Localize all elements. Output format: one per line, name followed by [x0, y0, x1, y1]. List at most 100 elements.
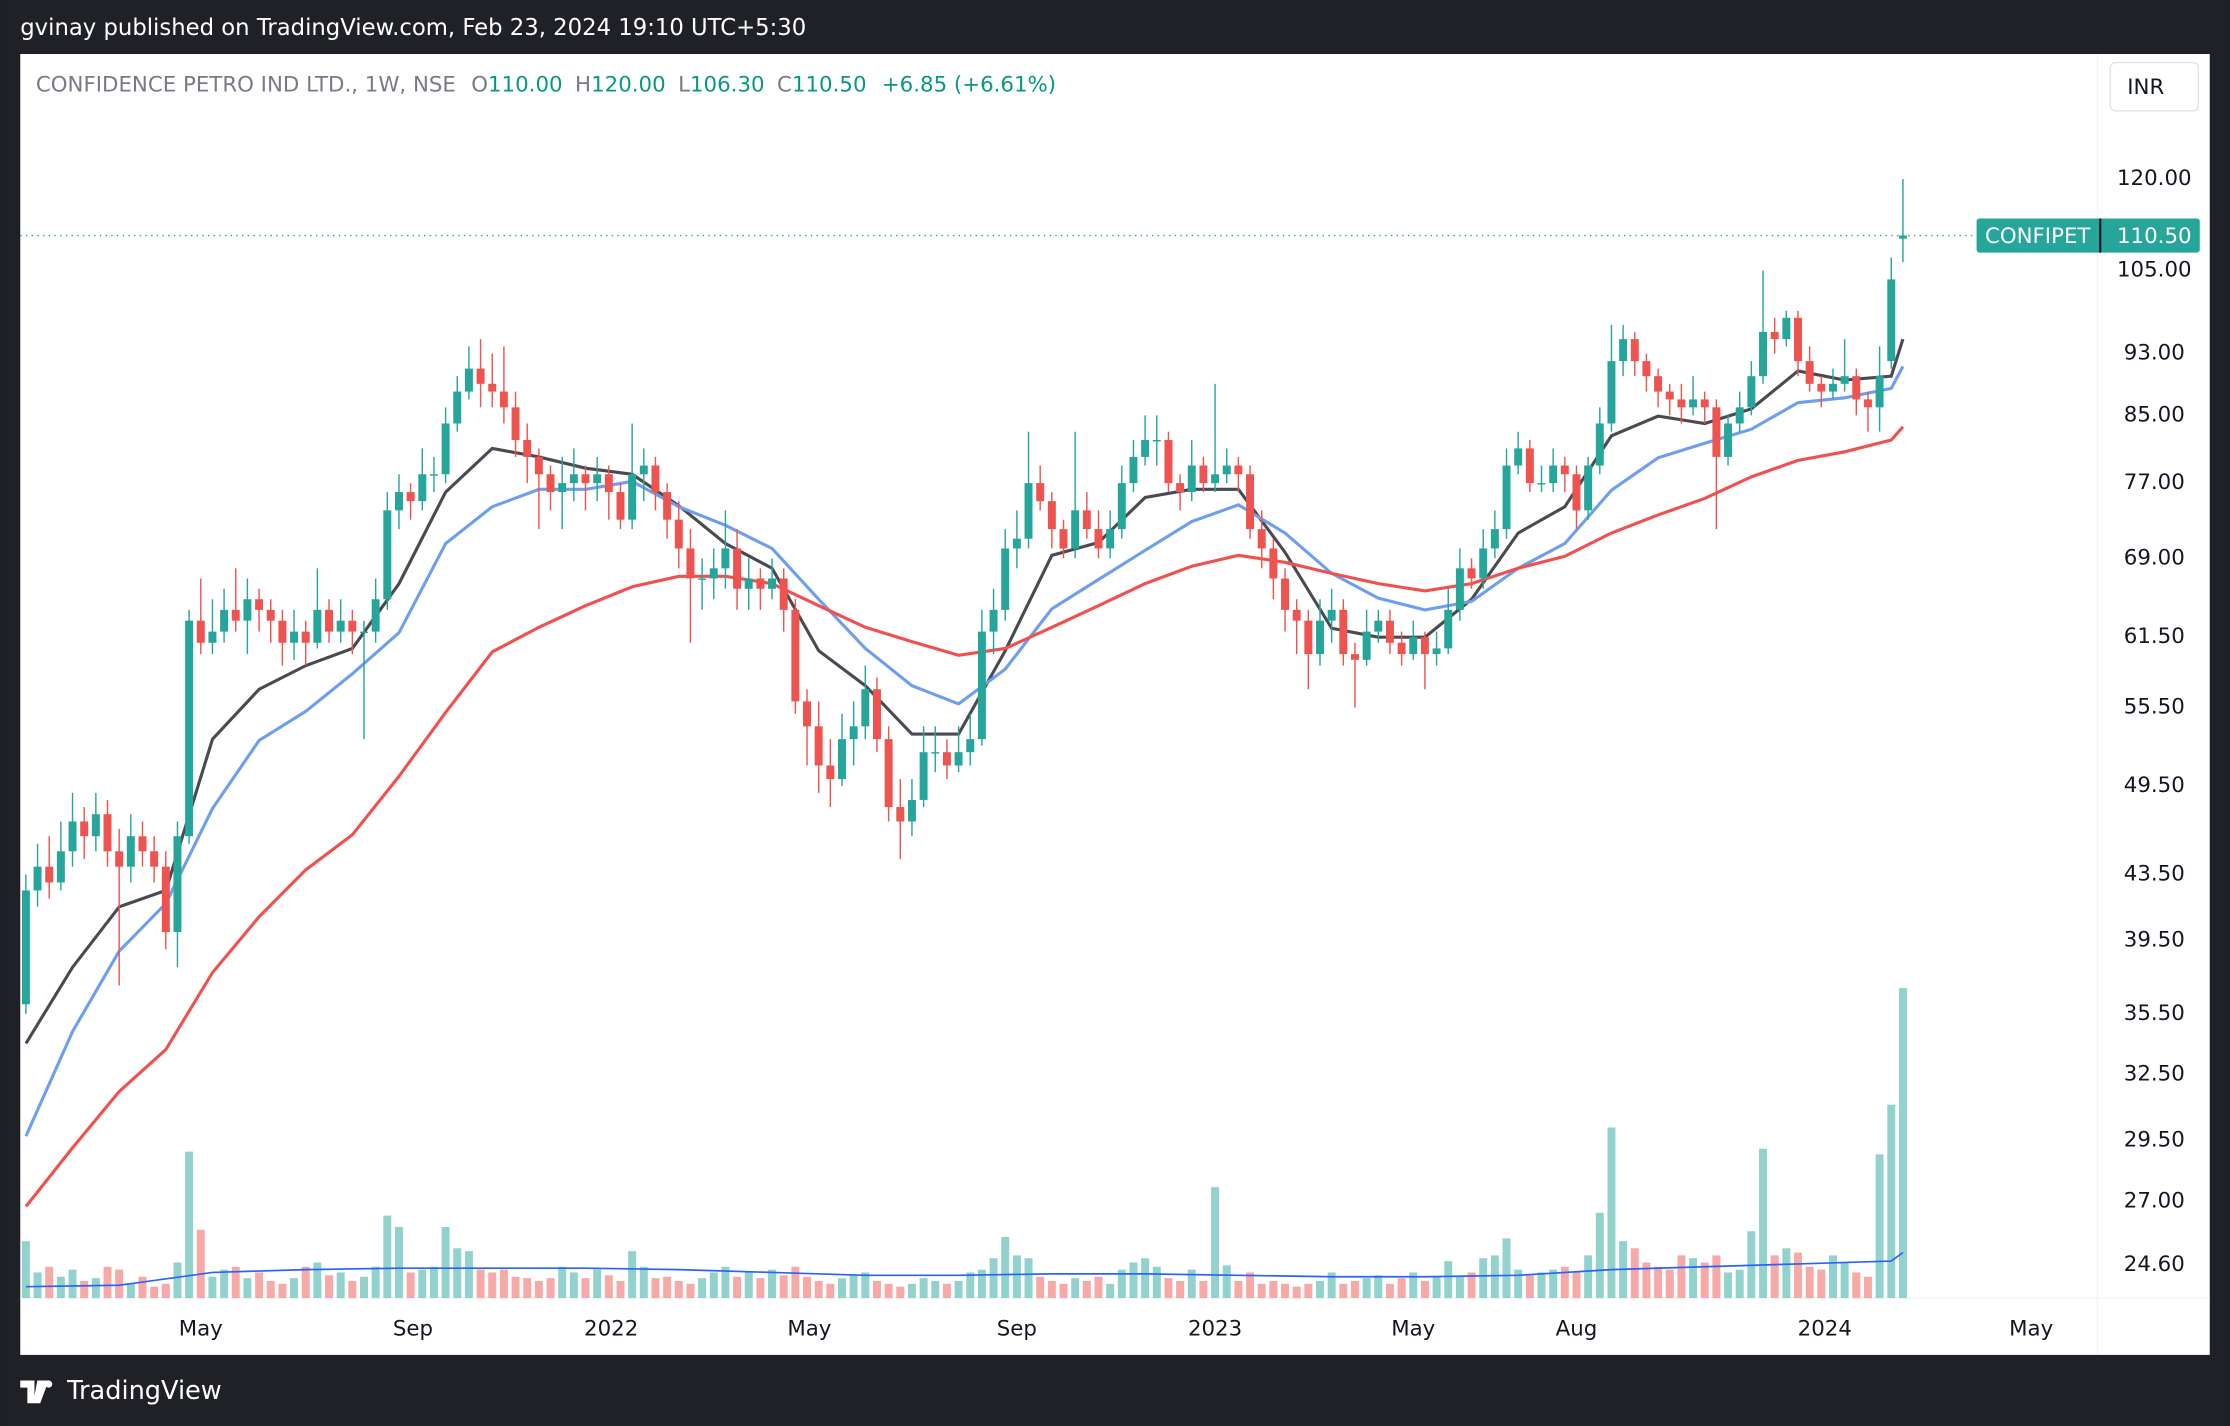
candle-body [243, 599, 252, 621]
volume-bar [1840, 1262, 1849, 1299]
y-tick-label: 24.60 [2124, 1252, 2185, 1277]
brand-name: TradingView [66, 1376, 222, 1406]
candle-body [861, 689, 870, 727]
y-tick-label: 39.50 [2124, 928, 2185, 953]
volume-bar [1281, 1283, 1289, 1299]
volume-bar [231, 1266, 240, 1299]
candle-body [1549, 465, 1558, 484]
candle-body [721, 548, 730, 569]
candle-body [441, 423, 450, 475]
volume-bar [744, 1272, 753, 1299]
candle-body [1759, 331, 1767, 377]
volume-bar [196, 1229, 205, 1299]
last-price-label: 110.50 [2117, 224, 2192, 249]
candle-body [639, 465, 648, 475]
candle-body [394, 492, 403, 511]
volume-bar [1712, 1255, 1721, 1299]
candle-body [1630, 339, 1639, 362]
currency-label[interactable]: INR [2127, 75, 2164, 100]
volume-bar [476, 1269, 485, 1299]
candle-body [1537, 483, 1546, 485]
candle-body [161, 866, 170, 933]
volume-bar [383, 1215, 392, 1299]
candle-body [278, 620, 287, 643]
volume-bar [872, 1280, 881, 1299]
candle-body [255, 599, 264, 610]
candle-body [1747, 376, 1756, 408]
x-tick-label: May [1391, 1316, 1435, 1341]
volume-bar [278, 1283, 287, 1299]
volume-bar [1677, 1255, 1686, 1299]
candle-body [1607, 361, 1616, 424]
y-tick-label: 43.50 [2124, 862, 2185, 887]
candle-body [942, 752, 951, 766]
candle-body [1059, 529, 1068, 549]
y-tick-label: 32.50 [2124, 1061, 2185, 1086]
candle-body [1304, 620, 1313, 655]
volume-bar [1654, 1266, 1663, 1299]
y-tick-label: 85.00 [2124, 402, 2185, 427]
volume-bar [208, 1276, 217, 1299]
volume-bar [511, 1276, 520, 1299]
volume-bar [569, 1272, 578, 1299]
volume-bar [1420, 1280, 1429, 1299]
volume-bar [523, 1278, 532, 1299]
volume-bar [1397, 1278, 1406, 1299]
volume-bar [348, 1280, 357, 1299]
candle-body [1595, 423, 1604, 466]
currency-button[interactable] [2109, 61, 2200, 112]
volume-bar [499, 1269, 508, 1299]
candle-body [604, 474, 613, 493]
volume-bar [429, 1266, 438, 1299]
candle-body [1106, 529, 1115, 549]
volume-bar [371, 1266, 380, 1299]
volume-bar [255, 1272, 264, 1299]
candle-body [1490, 529, 1499, 549]
candle-body [954, 752, 963, 766]
candle-body [1875, 376, 1884, 408]
volume-bar [406, 1272, 415, 1299]
volume-bar [1467, 1272, 1476, 1299]
candle-body [1794, 317, 1802, 362]
candle-body [768, 578, 777, 589]
volume-bar [1316, 1280, 1324, 1299]
volume-bar [1875, 1154, 1884, 1299]
volume-bar [138, 1276, 147, 1299]
y-tick-label: 55.50 [2124, 695, 2185, 720]
volume-bar [21, 1241, 30, 1299]
candle-body [173, 836, 182, 933]
volume-bar [558, 1266, 567, 1299]
x-tick-label: 2023 [1188, 1316, 1242, 1341]
candle-body [1444, 609, 1453, 649]
volume-bar [1385, 1283, 1394, 1299]
y-tick-label: 27.00 [2124, 1188, 2185, 1213]
candle-body [1385, 620, 1394, 643]
candle-body [1735, 407, 1744, 424]
volume-bar [919, 1278, 928, 1299]
candle-body [150, 851, 159, 867]
volume-bar [733, 1276, 742, 1299]
candle-body [1199, 465, 1208, 484]
candle-body [45, 866, 54, 883]
volume-bar [1071, 1278, 1080, 1299]
volume-bar [1595, 1212, 1604, 1299]
volume-bar [1805, 1266, 1814, 1299]
volume-bar [115, 1269, 124, 1299]
volume-bar [616, 1280, 625, 1299]
x-tick-label: 2022 [584, 1316, 638, 1341]
volume-bar [1106, 1283, 1115, 1299]
candle-body [1374, 620, 1383, 632]
legend-high-label: H [575, 72, 591, 97]
volume-bar [546, 1278, 555, 1299]
volume-bar [1094, 1276, 1103, 1299]
y-tick-label: 120.00 [2117, 166, 2192, 191]
volume-bar [942, 1283, 951, 1299]
candle-body [849, 726, 858, 740]
volume-bar [1560, 1266, 1569, 1299]
candle-body [1700, 399, 1709, 408]
candle-body [1269, 548, 1278, 579]
candle-body [371, 599, 380, 632]
volume-bar [1082, 1280, 1091, 1299]
